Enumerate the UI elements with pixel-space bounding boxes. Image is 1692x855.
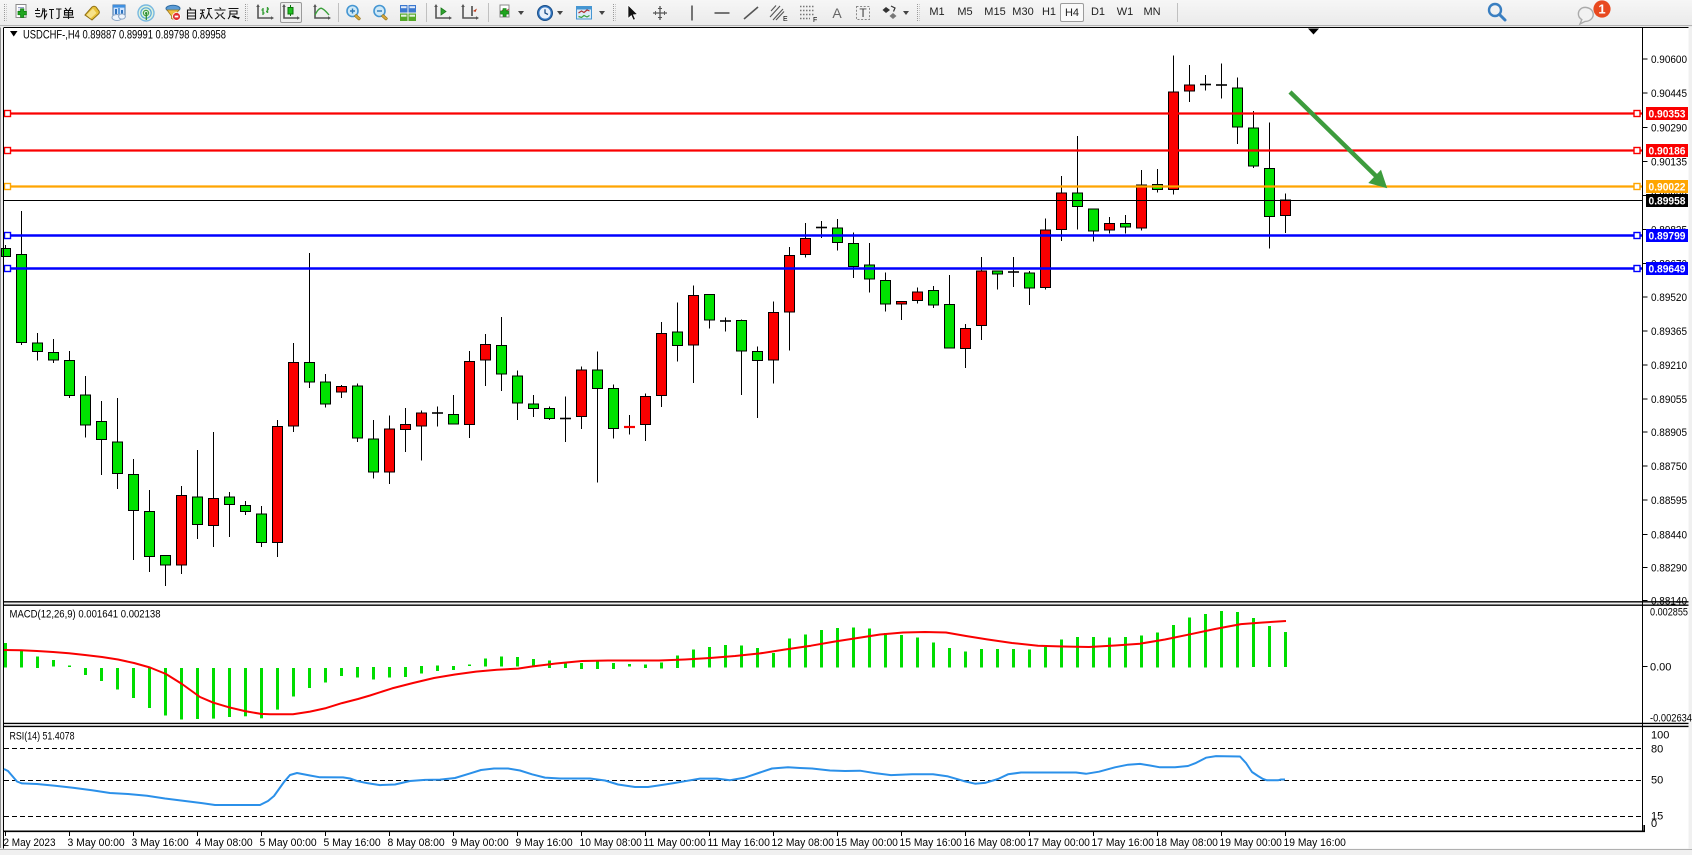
svg-text:15 May 16:00: 15 May 16:00 [900, 837, 962, 849]
svg-text:16 May 08:00: 16 May 08:00 [964, 837, 1026, 849]
svg-text:9 May 16:00: 9 May 16:00 [516, 837, 573, 849]
svg-text:15 May 00:00: 15 May 00:00 [836, 837, 898, 849]
svg-text:A: A [832, 5, 842, 21]
svg-text:5 May 00:00: 5 May 00:00 [260, 837, 317, 849]
svg-text:11 May 00:00: 11 May 00:00 [644, 837, 706, 849]
svg-text:0.002855: 0.002855 [1650, 607, 1688, 619]
svg-text:80: 80 [1651, 744, 1663, 756]
svg-text:2 May 2023: 2 May 2023 [4, 837, 56, 849]
svg-text:50: 50 [1651, 775, 1663, 787]
svg-text:3 May 00:00: 3 May 00:00 [68, 837, 125, 849]
svg-text:3 May 16:00: 3 May 16:00 [132, 837, 189, 849]
svg-text:17 May 16:00: 17 May 16:00 [1092, 837, 1154, 849]
svg-text:4 May 08:00: 4 May 08:00 [196, 837, 253, 849]
svg-text:0.88440: 0.88440 [1651, 530, 1687, 542]
svg-text:0: 0 [1651, 818, 1657, 830]
svg-text:0.90186: 0.90186 [1649, 146, 1686, 158]
svg-text:12 May 08:00: 12 May 08:00 [772, 837, 834, 849]
svg-text:15: 15 [1651, 811, 1663, 823]
svg-text:0.00: 0.00 [1650, 662, 1671, 674]
svg-text:1: 1 [1598, 1, 1605, 16]
svg-text:0.89649: 0.89649 [1649, 264, 1686, 276]
svg-text:-0.002634: -0.002634 [1650, 713, 1692, 725]
svg-text:0.89799: 0.89799 [1649, 231, 1686, 243]
svg-text:0.89210: 0.89210 [1651, 360, 1687, 372]
svg-text:MACD(12,26,9) 0.001641 0.00213: MACD(12,26,9) 0.001641 0.002138 [10, 609, 161, 621]
svg-text:0.89958: 0.89958 [1649, 196, 1686, 208]
svg-text:0.90445: 0.90445 [1651, 88, 1687, 100]
svg-text:0.90353: 0.90353 [1649, 109, 1686, 121]
svg-text:F: F [813, 17, 817, 23]
svg-text:8 May 08:00: 8 May 08:00 [388, 837, 445, 849]
svg-text:17 May 00:00: 17 May 00:00 [1028, 837, 1090, 849]
svg-text:0.90600: 0.90600 [1651, 54, 1687, 66]
svg-text:T: T [859, 6, 867, 20]
svg-text:0.90022: 0.90022 [1649, 182, 1686, 194]
svg-text:0.89365: 0.89365 [1651, 326, 1687, 338]
svg-text:19 May 00:00: 19 May 00:00 [1220, 837, 1282, 849]
svg-text:5 May 16:00: 5 May 16:00 [324, 837, 381, 849]
svg-text:9 May 00:00: 9 May 00:00 [452, 837, 509, 849]
svg-text:0.90135: 0.90135 [1651, 157, 1687, 169]
svg-text:11 May 16:00: 11 May 16:00 [708, 837, 770, 849]
svg-text:0.88905: 0.88905 [1651, 427, 1687, 439]
svg-text:E: E [783, 16, 788, 23]
svg-text:10 May 08:00: 10 May 08:00 [580, 837, 642, 849]
svg-text:100: 100 [1651, 730, 1669, 742]
svg-text:0.88140: 0.88140 [1651, 596, 1687, 608]
svg-text:0.88595: 0.88595 [1651, 495, 1687, 507]
svg-text:0.89520: 0.89520 [1651, 292, 1687, 304]
svg-text:0.88750: 0.88750 [1651, 461, 1687, 473]
svg-text:0.88290: 0.88290 [1651, 563, 1687, 575]
svg-text:USDCHF-,H4 0.89887 0.89991 0.: USDCHF-,H4 0.89887 0.89991 0.89798 0.899… [23, 28, 226, 42]
svg-text:19 May 16:00: 19 May 16:00 [1284, 837, 1346, 849]
svg-text:0.90290: 0.90290 [1651, 123, 1687, 135]
svg-text:RSI(14) 51.4078: RSI(14) 51.4078 [10, 731, 75, 743]
svg-text:0.89055: 0.89055 [1651, 394, 1687, 406]
svg-text:18 May 08:00: 18 May 08:00 [1156, 837, 1218, 849]
